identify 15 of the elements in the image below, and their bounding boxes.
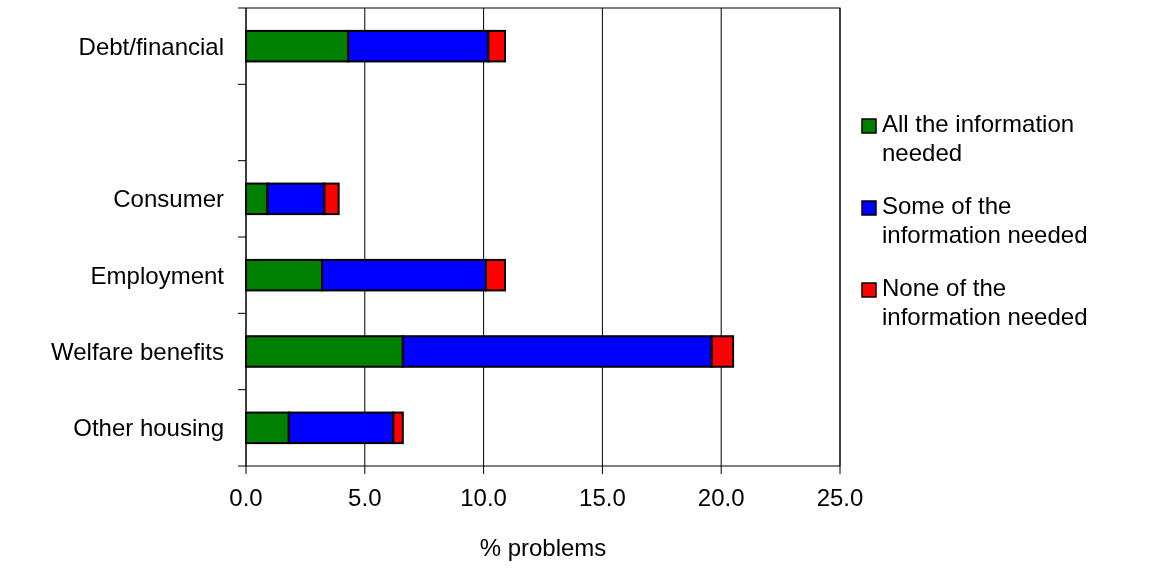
x-tick-label: 15.0	[579, 484, 626, 511]
x-tick-label: 5.0	[348, 484, 382, 511]
y-tick-label: Other housing	[73, 414, 224, 442]
y-tick-label: Welfare benefits	[51, 337, 224, 365]
x-tick-label: 20.0	[697, 484, 745, 511]
y-tick-label: Debt/financial	[78, 32, 224, 60]
legend-label: None of the information needed	[882, 274, 1088, 330]
y-tick-label: Employment	[90, 261, 225, 289]
x-tick-label: 0.0	[229, 484, 263, 511]
x-tick-label: 25.0	[816, 484, 864, 511]
legend-label: All the information needed	[882, 110, 1075, 166]
y-tick-label: Consumer	[113, 185, 224, 213]
x-axis-title: % problems	[479, 534, 607, 561]
legend-label: Some of the information needed	[882, 192, 1088, 248]
x-tick-label: 10.0	[460, 484, 507, 511]
